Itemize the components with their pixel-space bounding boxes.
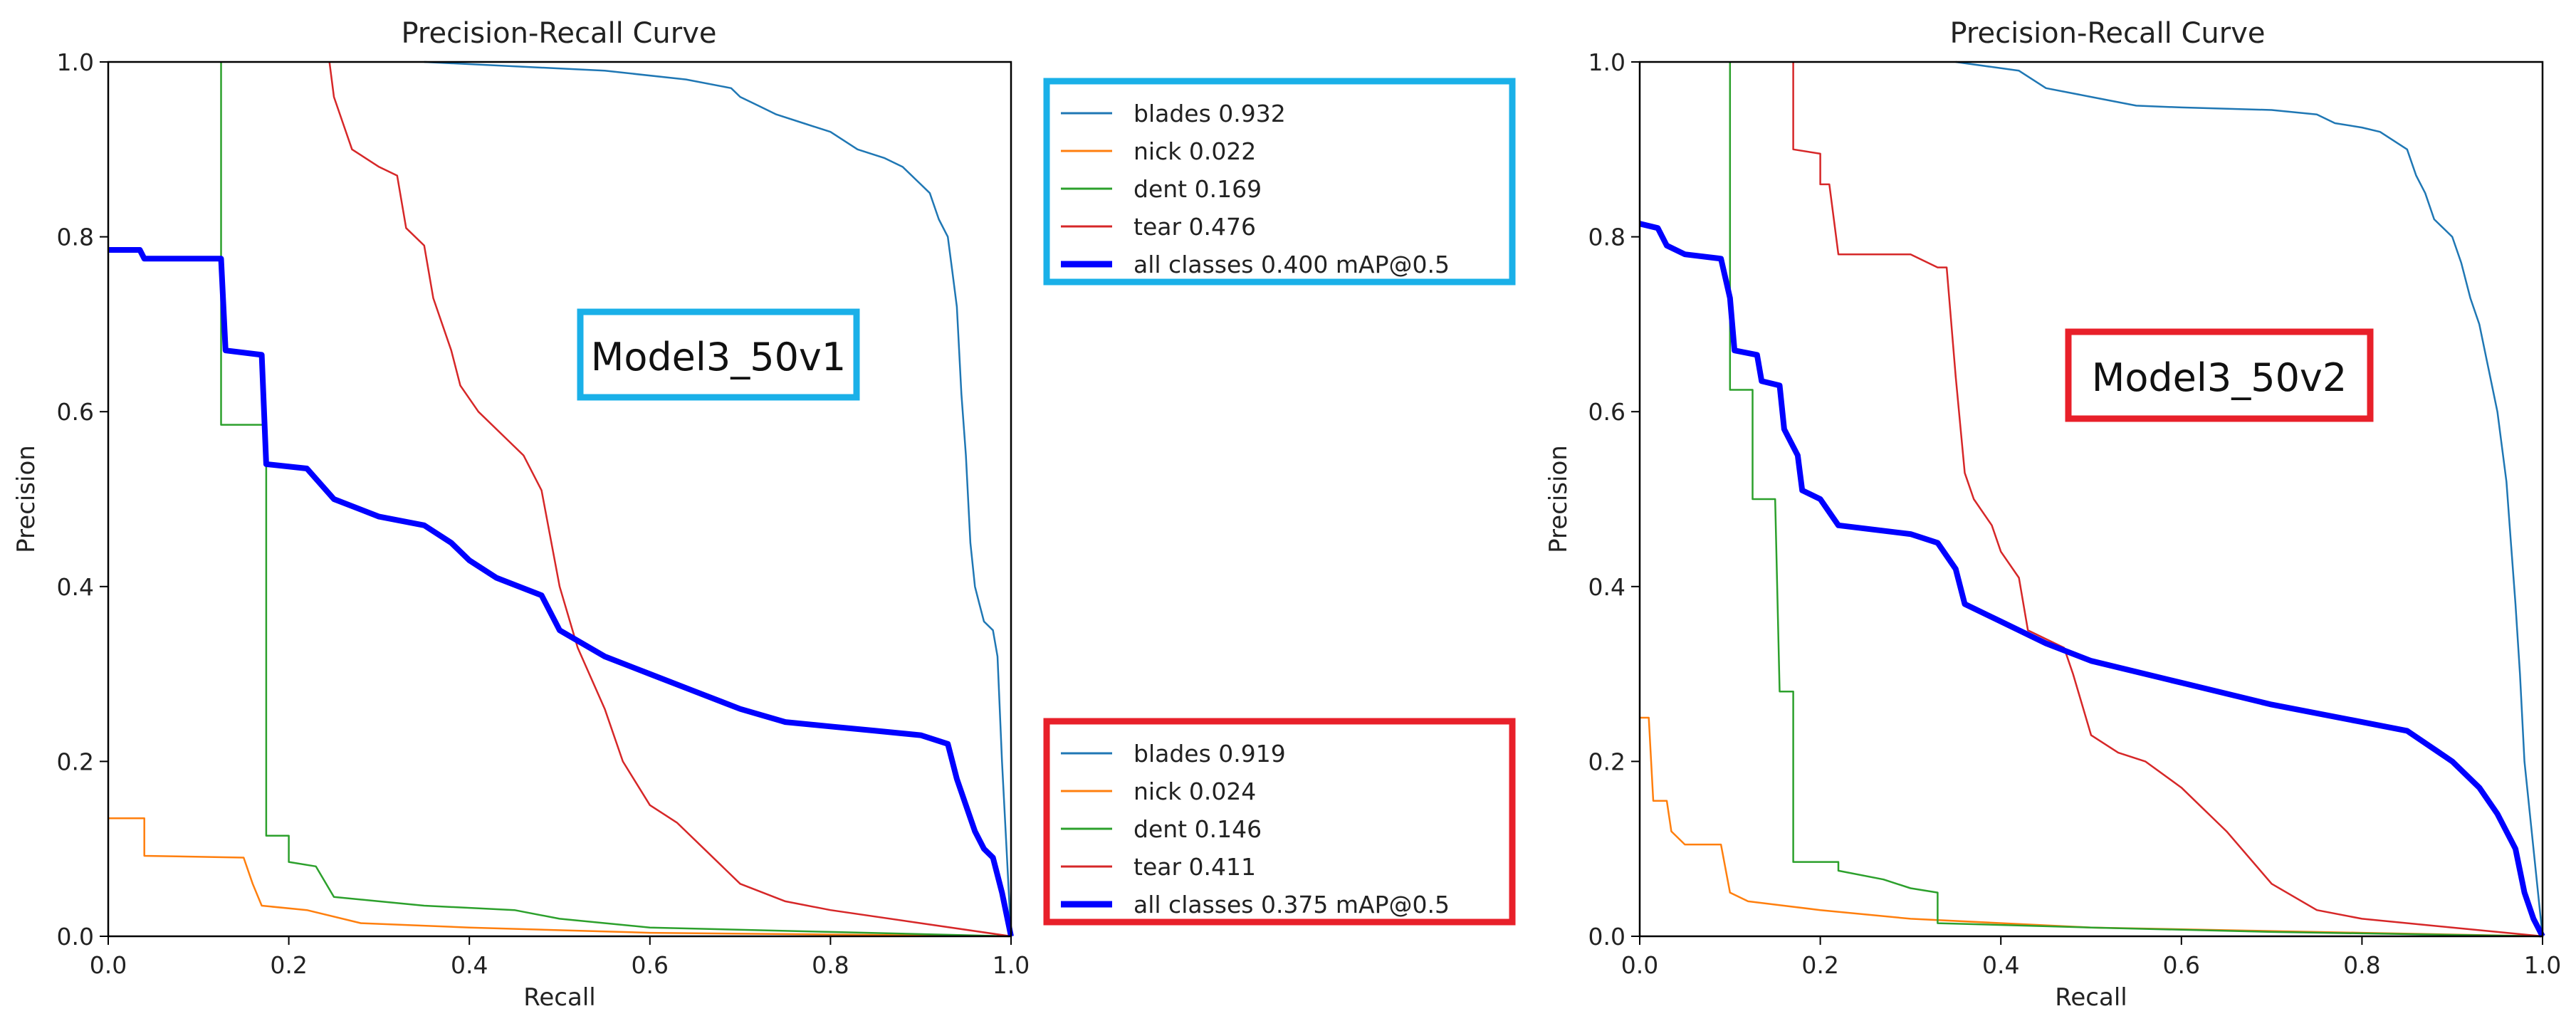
chart-model3-50v2: Precision-Recall Curve 0.0 0.2 0.4 0.6 0.8 1.…	[1544, 17, 2561, 1012]
x-tick-label: 0.0	[1621, 951, 1658, 979]
chart-title: Precision-Recall Curve	[1950, 17, 2266, 50]
legend-v2: blades 0.919 nick 0.024 dent 0.146 tear 0.4…	[1043, 718, 1516, 926]
legend-label-all: all classes 0.375 mAP@0.5	[1133, 891, 1450, 918]
legend-label-nick: nick 0.024	[1133, 778, 1256, 805]
series-line-all	[108, 247, 1014, 937]
series-line-blades	[1955, 61, 2544, 937]
x-tick-label: 0.8	[2343, 951, 2380, 979]
y-tick-label: 0.0	[57, 923, 94, 951]
legend-label-dent: dent 0.169	[1133, 175, 1262, 203]
x-tick-label: 0.2	[270, 951, 307, 979]
series-line-tear	[328, 61, 1012, 938]
legend-v2-items: blades 0.919 nick 0.024 dent 0.146 tear 0.4…	[1061, 740, 1450, 918]
x-tick-label: 1.0	[993, 951, 1030, 979]
series-line-nick	[108, 817, 1012, 938]
x-tick-label: 0.8	[812, 951, 849, 979]
x-tick-label: 0.2	[1801, 951, 1838, 979]
axis-ticks: 0.0 0.2 0.4 0.6 0.8 1.0 0.0 0.2 0.4 0.6 0.8 1.0	[57, 48, 1030, 979]
series-line-nick	[1640, 716, 2543, 938]
legend-v1-items: blades 0.932 nick 0.022 dent 0.169 tear 0.4…	[1061, 100, 1450, 278]
y-tick-label: 1.0	[57, 48, 94, 76]
series-line-dent	[220, 62, 1012, 938]
plot-frame	[1638, 61, 2544, 938]
plot-frame	[107, 61, 1012, 938]
legend-label-nick: nick 0.022	[1133, 137, 1256, 165]
x-tick-label: 0.0	[90, 951, 127, 979]
y-axis-label: Precision	[1544, 445, 1573, 553]
legend-v1: blades 0.932 nick 0.022 dent 0.169 tear 0.4…	[1043, 78, 1516, 286]
model-annotation-label: Model3_50v2	[2092, 355, 2347, 400]
axis-ticks: 0.0 0.2 0.4 0.6 0.8 1.0 0.0 0.2 0.4 0.6 0.8 1.0	[1588, 48, 2562, 979]
series-layer	[108, 61, 1014, 938]
x-axis-label: Recall	[2055, 983, 2127, 1012]
y-axis-label: Precision	[12, 445, 41, 553]
chart-model3-50v1: Precision-Recall Curve 0.0 0.2 0.4 0.6 0.8 1.…	[12, 17, 1030, 1012]
model-annotation-label: Model3_50v1	[591, 335, 847, 379]
legend-label-blades: blades 0.919	[1133, 740, 1286, 768]
x-tick-label: 0.6	[632, 951, 669, 979]
series-line-all	[1639, 221, 2545, 938]
x-tick-label: 0.6	[2163, 951, 2200, 979]
x-tick-label: 1.0	[2524, 951, 2561, 979]
legend-label-tear: tear 0.411	[1133, 853, 1256, 881]
x-axis-label: Recall	[523, 983, 595, 1012]
legend-label-blades: blades 0.932	[1133, 100, 1286, 127]
model-annotation-box: Model3_50v2	[2065, 328, 2374, 422]
y-tick-label: 0.6	[1588, 398, 1625, 426]
legend-label-all: all classes 0.400 mAP@0.5	[1133, 251, 1450, 278]
y-tick-label: 0.0	[1588, 923, 1625, 951]
y-tick-label: 0.4	[1588, 573, 1625, 601]
legend-label-tear: tear 0.476	[1133, 213, 1256, 241]
legend-label-dent: dent 0.146	[1133, 815, 1262, 843]
model-annotation-box: Model3_50v1	[577, 308, 860, 401]
y-tick-label: 0.8	[57, 224, 94, 251]
series-line-blades	[424, 61, 1012, 937]
y-tick-label: 0.2	[1588, 748, 1625, 775]
series-line-tear	[1792, 62, 2543, 938]
y-tick-label: 0.8	[1588, 224, 1625, 251]
y-tick-label: 0.6	[57, 398, 94, 426]
x-tick-label: 0.4	[1982, 951, 2019, 979]
series-line-dent	[1729, 62, 2543, 938]
y-tick-label: 0.4	[57, 573, 94, 601]
x-tick-label: 0.4	[451, 951, 488, 979]
y-tick-label: 1.0	[1588, 48, 1625, 76]
chart-title: Precision-Recall Curve	[402, 17, 717, 50]
series-layer	[1639, 61, 2545, 938]
y-tick-label: 0.2	[57, 748, 94, 775]
